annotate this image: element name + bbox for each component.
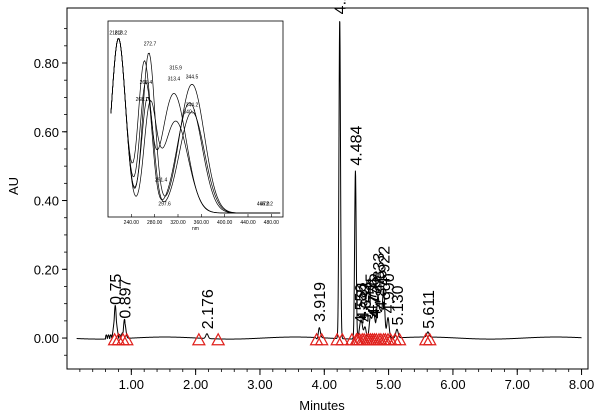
inset-peak-label: 472.2 [260, 202, 273, 208]
y-tick-label: 0.80 [34, 56, 59, 71]
x-tick-label: 7.00 [505, 377, 530, 392]
inset-x-tick-label: 400.00 [217, 220, 233, 226]
inset-spectrum-line [110, 38, 281, 214]
peak-label: 0.897 [118, 278, 135, 318]
peak-label: 4.756 [366, 277, 383, 317]
inset-peak-label: 344.2 [186, 102, 199, 108]
peak-label: 4.779 [367, 278, 384, 318]
integration-marker [119, 332, 134, 346]
inset-peak-label: 218.2 [109, 31, 122, 37]
inset-peak-label: 315.9 [169, 65, 182, 71]
y-tick-label: 0.00 [34, 331, 59, 346]
inset-peak-label: 297.6 [158, 202, 171, 208]
integration-marker [211, 332, 226, 346]
peak-label: 4.922 [377, 246, 394, 286]
peak-label: 2.176 [200, 289, 217, 329]
axes: 0.00 0.20 0.40 0.60 0.80 1.00 2.00 3.00 4.00 5.00… [34, 28, 594, 392]
peak-label: 4.875 [374, 270, 391, 310]
peak-label: 4.833 [371, 253, 388, 293]
inset-peak-label: 466.0 [257, 202, 270, 208]
x-tick-label: 3.00 [247, 377, 272, 392]
inset-x-tick-label: 480.00 [264, 220, 280, 226]
x-tick-label: 5.00 [376, 377, 401, 392]
integration-marker [422, 332, 437, 346]
inset-x-tick-label: 440.00 [240, 220, 256, 226]
x-tick-label: 1.00 [119, 377, 144, 392]
uv-spectrum-inset: 240.00 280.00 320.00 360.00 400.00 440.00 480.… [107, 20, 284, 232]
peak-label: 4.581 [355, 280, 372, 320]
x-tick-label: 2.00 [183, 377, 208, 392]
peak-label: 0.75 [108, 274, 125, 305]
peak-label: 5.130 [390, 285, 407, 325]
plot-frame [66, 7, 589, 370]
plot-border [66, 7, 589, 370]
integration-marker [191, 332, 206, 346]
peak-label: 4.715 [363, 273, 380, 313]
x-tick-label: 8.00 [569, 377, 594, 392]
inset-x-tick-label: 280.00 [147, 220, 163, 226]
inset-peak-label: 265.4 [140, 80, 153, 86]
inset-peak-label: 268.1 [136, 97, 149, 103]
inset-peak-label: 218.2 [115, 31, 128, 37]
trace-path [76, 21, 582, 341]
peak-label: 4.990 [381, 273, 398, 313]
y-tick-label: 0.60 [34, 125, 59, 140]
inset-x-tick-label: 320.00 [170, 220, 186, 226]
inset-x-tick-label: 240.00 [124, 220, 140, 226]
inset-frame [107, 20, 284, 218]
peak-label: 4.556 [353, 284, 370, 324]
peak-label: 4.240 [333, 0, 350, 14]
peak-label: 3.919 [312, 282, 329, 322]
y-tick-label: 0.20 [34, 262, 59, 277]
inset-peak-label: 340.1 [183, 110, 196, 116]
integration-marker [335, 332, 350, 346]
integration-marker [314, 332, 329, 346]
inset-peak-label: 272.7 [144, 42, 157, 48]
inset-peak-label: 291.4 [155, 178, 168, 184]
inset-x-tick-label: 360.00 [194, 220, 210, 226]
peak-label: 4.633 [358, 282, 375, 322]
inset-peak-label: 344.5 [186, 75, 199, 81]
inset-peak-label: 313.4 [168, 77, 181, 83]
peak-label: 5.611 [421, 290, 438, 329]
peak-label: 4.484 [348, 125, 365, 165]
peak-labels: 0.750.8972.1763.9194.2404.4844.5564.5814… [108, 0, 438, 329]
y-tick-label: 0.40 [34, 194, 59, 209]
y-axis-title: AU [6, 177, 21, 195]
x-axis-title: Minutes [299, 398, 345, 413]
x-tick-label: 4.00 [312, 377, 337, 392]
integration-marker [392, 332, 407, 346]
chromatogram-trace [76, 21, 582, 341]
integration-markers [107, 332, 437, 346]
x-tick-label: 6.00 [440, 377, 465, 392]
inset-x-title: nm [192, 226, 199, 232]
